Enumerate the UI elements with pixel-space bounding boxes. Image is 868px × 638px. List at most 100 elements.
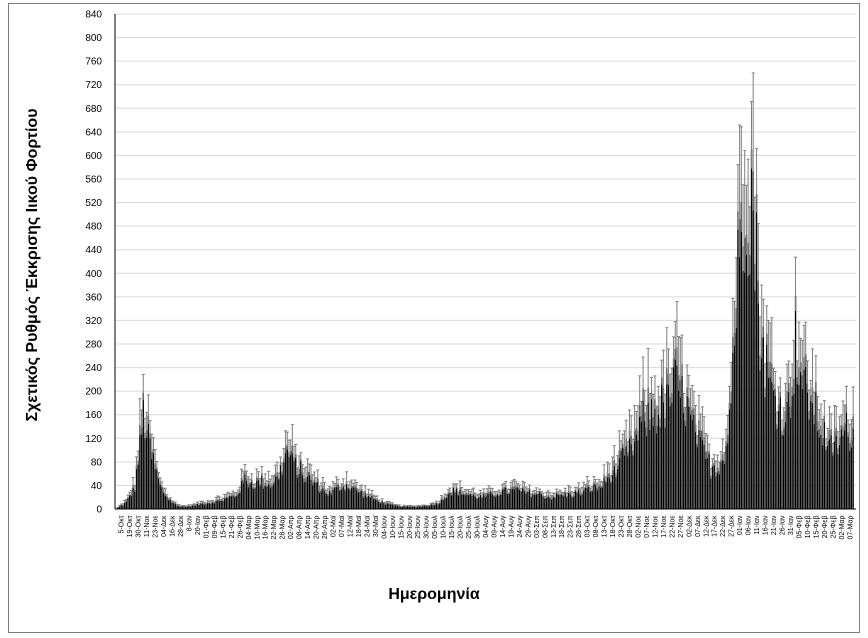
bar — [601, 486, 604, 509]
bar — [618, 450, 621, 509]
bar — [850, 439, 853, 509]
bar — [788, 383, 790, 509]
bar — [501, 488, 504, 509]
bar — [815, 381, 817, 509]
bar — [559, 493, 561, 509]
bar — [594, 483, 597, 509]
bar — [667, 374, 670, 509]
x-tick-label: 01-Φεβ — [203, 516, 210, 539]
bar — [603, 474, 605, 509]
bar — [335, 484, 338, 509]
bar — [472, 493, 475, 509]
x-tick-label: 29-Αυγ — [525, 515, 532, 538]
bar — [323, 488, 326, 509]
x-tick-label: 26-Φεβ — [237, 516, 244, 539]
x-tick-label: 14-Απρ — [305, 515, 312, 539]
bar — [308, 472, 310, 509]
bar — [408, 506, 410, 509]
bar — [591, 490, 593, 509]
x-tick-label: 18-Οκτ — [610, 515, 617, 537]
bar — [215, 500, 217, 509]
bar — [349, 487, 351, 509]
bar — [557, 494, 560, 509]
x-tick-label: 15-Φεβ — [813, 516, 820, 539]
bar — [364, 491, 366, 509]
bar — [832, 452, 834, 509]
bar — [244, 471, 246, 509]
y-tick-label: 560 — [85, 175, 102, 186]
x-tick-label: 27-Δεκ — [729, 515, 736, 537]
bar — [203, 504, 205, 509]
x-tick-label: 25-Ιουλ — [466, 515, 473, 539]
bar — [525, 491, 527, 509]
bar — [820, 425, 822, 509]
bar — [291, 445, 294, 509]
x-tick-label: 8-Ιαν — [187, 515, 194, 531]
bar — [737, 211, 739, 509]
bar — [762, 326, 765, 509]
bar — [322, 485, 324, 509]
bar — [271, 483, 273, 509]
bar — [313, 479, 316, 509]
bar — [730, 391, 732, 509]
bar — [206, 502, 209, 509]
bar — [625, 438, 627, 509]
bar — [747, 242, 749, 509]
bar — [433, 504, 436, 509]
bar — [374, 498, 377, 509]
y-tick-label: 400 — [85, 269, 102, 280]
bar — [149, 433, 151, 509]
bar — [596, 488, 598, 509]
bar — [310, 475, 312, 509]
bar — [488, 491, 490, 509]
bar — [698, 420, 700, 509]
bar — [798, 367, 800, 509]
bar — [450, 494, 453, 509]
x-tick-label: 05-Ιουλ — [432, 515, 439, 539]
bar — [752, 171, 754, 509]
bar — [422, 505, 424, 509]
bar — [844, 423, 846, 509]
bar — [676, 347, 678, 509]
bar — [757, 280, 759, 509]
bar — [474, 496, 477, 509]
bar — [784, 411, 787, 509]
bar — [373, 498, 375, 509]
bar — [793, 378, 795, 509]
bar — [134, 490, 136, 509]
bar — [566, 496, 568, 509]
bar — [435, 502, 438, 509]
bar — [120, 505, 122, 509]
bar — [564, 491, 566, 509]
bar — [498, 494, 500, 509]
y-axis-title: Σχετικός Ρυθμός Έκκρισης Ιικού Φορτίου — [24, 108, 41, 422]
bar — [428, 505, 431, 509]
bar — [439, 502, 441, 509]
bar — [293, 457, 295, 509]
bar — [708, 451, 710, 509]
bar — [401, 506, 404, 509]
bar — [838, 437, 841, 509]
bar — [162, 491, 165, 509]
x-tick-label: 07-Δεκ — [695, 515, 702, 537]
bar — [738, 219, 741, 509]
bar — [356, 487, 358, 509]
bar — [671, 392, 673, 509]
x-tick-label: 18-Σεπ — [559, 515, 566, 538]
bar — [384, 504, 387, 509]
bar — [735, 308, 737, 509]
bar — [411, 506, 414, 509]
y-tick-label: 280 — [85, 340, 102, 351]
x-tick-label: 30-Ιουν — [424, 515, 431, 539]
y-tick-label: 680 — [85, 104, 102, 115]
x-tick-label: 30-Οκτ — [136, 515, 143, 537]
bar — [550, 498, 553, 509]
x-tick-label: 10-Ιουν — [390, 515, 397, 539]
bar — [303, 478, 305, 509]
bar — [754, 263, 756, 509]
bar — [816, 421, 819, 509]
bar — [220, 500, 222, 509]
bar — [530, 496, 532, 509]
x-tick-label: 17-Δεκ — [712, 515, 719, 537]
bar — [727, 435, 729, 509]
